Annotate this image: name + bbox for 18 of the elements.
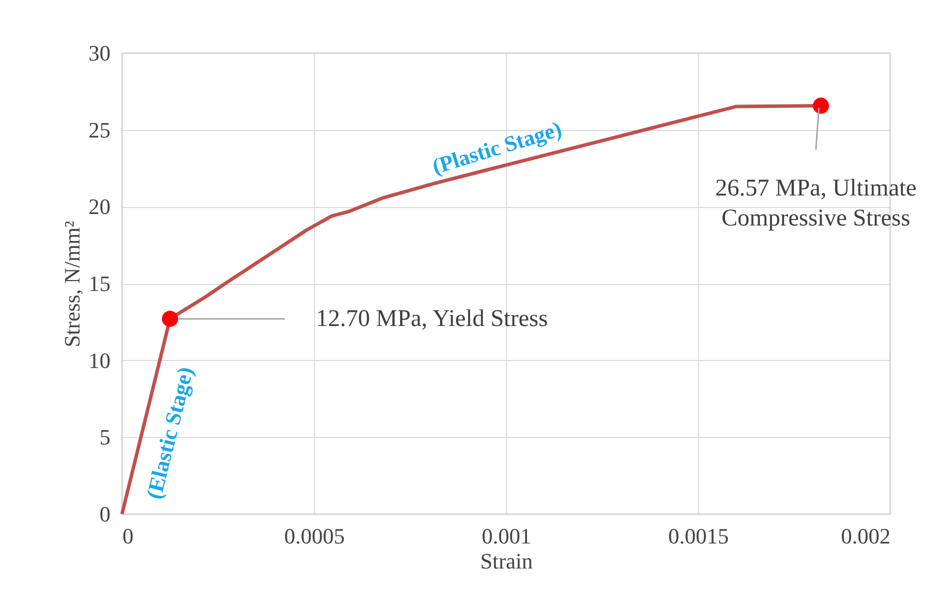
x-tick-label: 0 [122, 524, 134, 548]
y-tick-label: 20 [88, 194, 110, 220]
x-tick-label: 0.002 [841, 524, 890, 548]
x-tick-label: 0.0005 [284, 524, 345, 548]
y-tick-label: 5 [100, 424, 110, 450]
x-axis-title: Strain [480, 548, 533, 574]
y-tick-label: 0 [100, 502, 110, 526]
annotation: (Elastic Stage) [141, 364, 198, 502]
y-axis-title: Stress, N/mm² [60, 220, 84, 348]
y-tick-label: 25 [88, 117, 110, 142]
y-tick-label: 30 [88, 40, 110, 66]
annotation: (Plastic Stage) [429, 116, 564, 180]
annotation: 12.70 MPa, Yield Stress [316, 306, 548, 332]
x-tick-label: 0.001 [482, 524, 532, 548]
y-tick-label: 10 [88, 348, 110, 373]
annotation: 26.57 MPa, Ultimate Compressive Stress [715, 176, 917, 232]
x-tick-label: 0.0015 [668, 524, 729, 548]
y-tick-label: 15 [88, 271, 110, 296]
